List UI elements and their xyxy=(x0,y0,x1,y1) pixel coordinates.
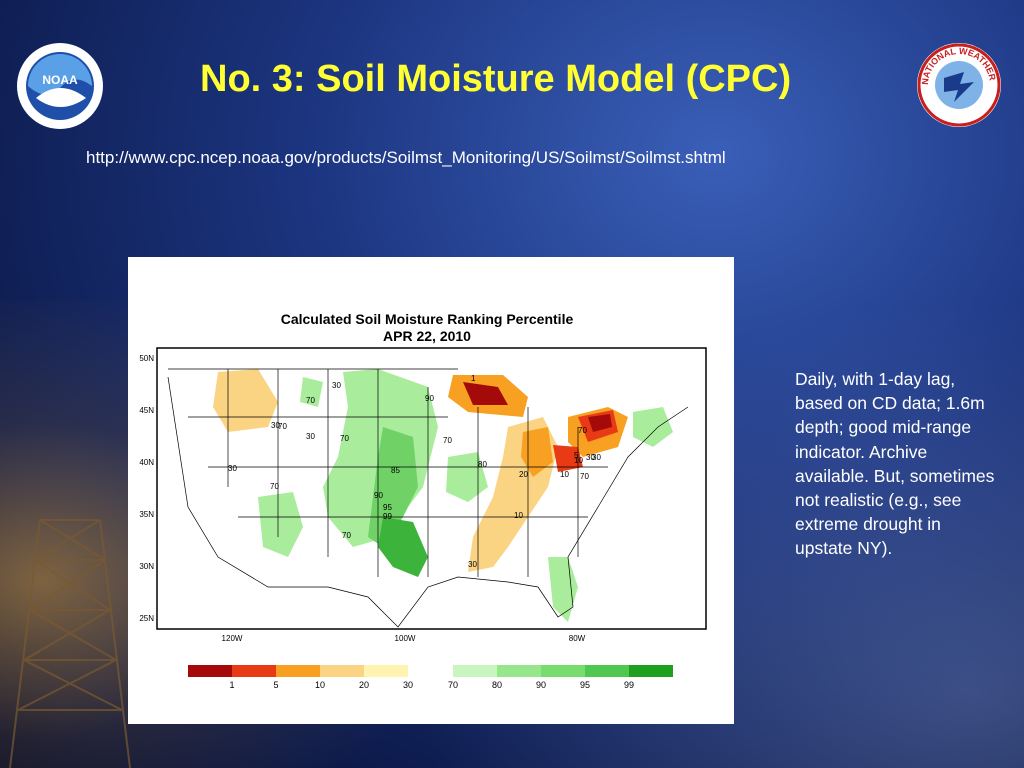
contour-label: 90 xyxy=(425,394,434,403)
legend-label: 10 xyxy=(315,680,325,690)
contour-label: 5 xyxy=(574,451,579,460)
contour-labels: 30 70 30 70 30 70 90 70 30 70 80 85 90 9… xyxy=(228,374,601,569)
lat-label: 30N xyxy=(139,562,154,571)
contour-label: 30 xyxy=(586,453,595,462)
contour-label: 70 xyxy=(306,396,315,405)
lat-label: 35N xyxy=(139,510,154,519)
soil-moisture-map: Calculated Soil Moisture Ranking Percent… xyxy=(139,311,707,690)
slide-notes: Daily, with 1-day lag, based on CD data;… xyxy=(795,369,995,559)
legend-swatch xyxy=(585,665,629,677)
contour-label: 30 xyxy=(271,421,280,430)
lon-axis-labels: 120W 100W 80W xyxy=(222,634,586,643)
legend: 1 5 10 20 30 70 80 90 95 99 xyxy=(188,665,673,690)
contour-label: 70 xyxy=(340,434,349,443)
wet-regions xyxy=(258,369,673,622)
contour-label: 10 xyxy=(560,470,569,479)
soil-moisture-map-figure: Calculated Soil Moisture Ranking Percent… xyxy=(128,257,734,724)
legend-swatch xyxy=(497,665,541,677)
contour-label: 85 xyxy=(391,466,400,475)
contour-label: 70 xyxy=(342,531,351,540)
contour-label: 80 xyxy=(478,460,487,469)
legend-swatch xyxy=(232,665,276,677)
legend-label: 80 xyxy=(492,680,502,690)
lat-label: 50N xyxy=(139,354,154,363)
noaa-logo-text: NOAA xyxy=(42,73,78,87)
source-url[interactable]: http://www.cpc.ncep.noaa.gov/products/So… xyxy=(86,148,726,167)
dry-regions xyxy=(213,369,628,572)
legend-swatch xyxy=(320,665,364,677)
lat-label: 45N xyxy=(139,406,154,415)
contour-label: 99 xyxy=(383,512,392,521)
legend-label: 1 xyxy=(229,680,234,690)
contour-label: 30 xyxy=(306,432,315,441)
contour-label: 70 xyxy=(443,436,452,445)
legend-label: 30 xyxy=(403,680,413,690)
legend-label: 5 xyxy=(273,680,278,690)
contour-label: 10 xyxy=(574,456,583,465)
state-boundaries xyxy=(167,368,689,628)
contour-label: 20 xyxy=(519,470,528,479)
contour-label: 70 xyxy=(278,422,287,431)
legend-label: 20 xyxy=(359,680,369,690)
legend-swatch xyxy=(629,665,673,677)
contour-label: 30 xyxy=(228,464,237,473)
contour-label: 95 xyxy=(383,503,392,512)
noaa-logo: NOAA xyxy=(17,43,103,129)
legend-swatch xyxy=(364,665,408,677)
slide-title: No. 3: Soil Moisture Model (CPC) xyxy=(200,58,792,100)
contour-label: 30 xyxy=(332,381,341,390)
legend-swatch xyxy=(541,665,585,677)
contour-label: 70 xyxy=(580,472,589,481)
contour-label: 30 xyxy=(592,453,601,462)
lat-axis-labels: 50N 45N 40N 35N 30N 25N xyxy=(139,354,154,623)
contour-label: 70 xyxy=(578,426,587,435)
legend-swatch xyxy=(276,665,320,677)
contour-label: 30 xyxy=(468,560,477,569)
map-title: Calculated Soil Moisture Ranking Percent… xyxy=(281,311,574,327)
legend-label: 70 xyxy=(448,680,458,690)
radar-tower-graphic xyxy=(9,519,131,768)
contour-label: 70 xyxy=(270,482,279,491)
contour-label: 10 xyxy=(514,511,523,520)
lat-label: 40N xyxy=(139,458,154,467)
nws-logo: NATIONAL WEATHER SERVICE xyxy=(916,42,1001,127)
contour-label: 90 xyxy=(374,491,383,500)
lon-label: 120W xyxy=(222,634,243,643)
legend-label: 99 xyxy=(624,680,634,690)
legend-label: 95 xyxy=(580,680,590,690)
legend-swatch xyxy=(453,665,497,677)
map-date: APR 22, 2010 xyxy=(383,328,471,344)
lat-label: 25N xyxy=(139,614,154,623)
legend-swatch xyxy=(188,665,232,677)
lon-label: 80W xyxy=(569,634,586,643)
legend-label: 90 xyxy=(536,680,546,690)
contour-label: 1 xyxy=(471,374,476,383)
lon-label: 100W xyxy=(395,634,416,643)
